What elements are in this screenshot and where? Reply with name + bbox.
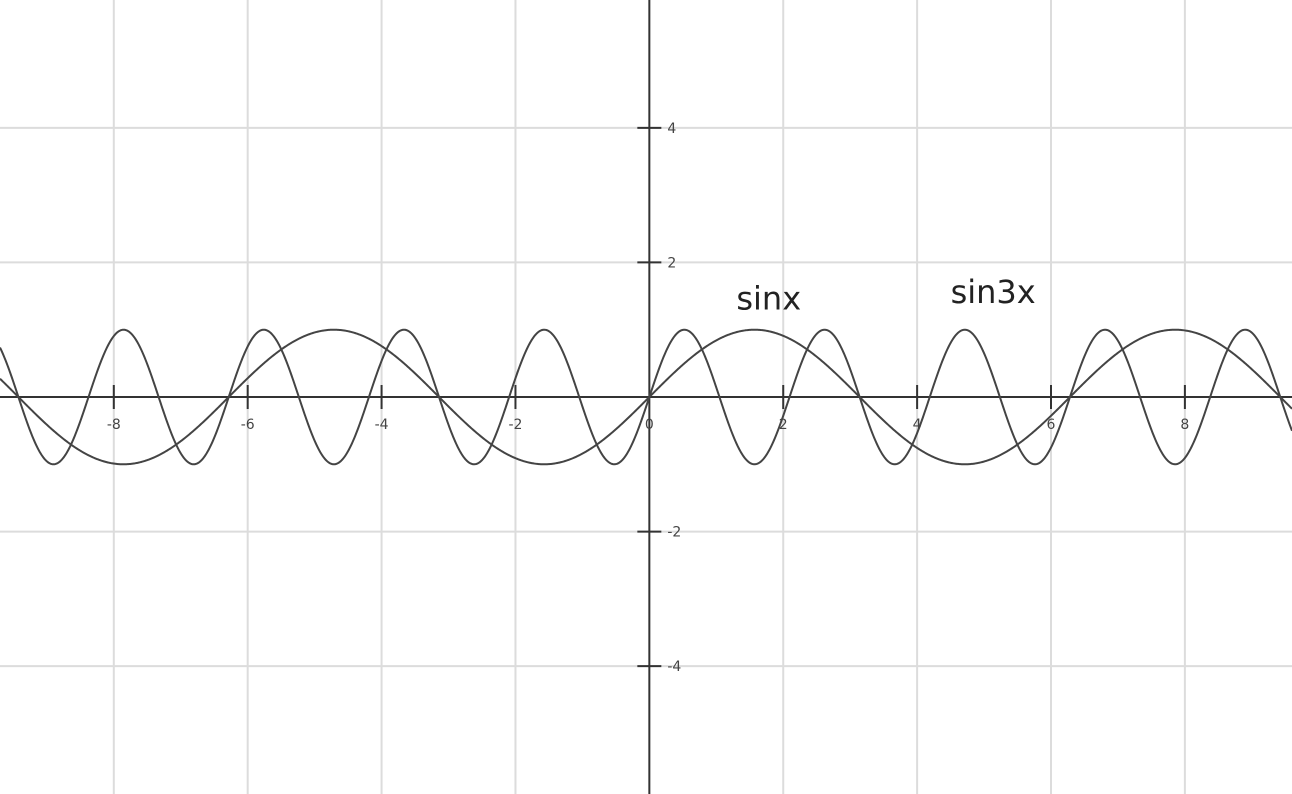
y-tick-label: 4 <box>667 121 676 137</box>
x-tick-label: 8 <box>1180 417 1189 433</box>
annotation-sin3x: sin3x <box>951 273 1036 311</box>
series-line-sinx <box>0 328 1292 466</box>
curves <box>0 328 1292 466</box>
annotation-sinx: sinx <box>736 280 801 318</box>
series-line-sin3x <box>0 328 1292 466</box>
x-tick-label: 6 <box>1047 417 1056 433</box>
x-tick-label: -2 <box>508 417 522 433</box>
y-tick-label: 2 <box>667 255 676 271</box>
x-tick-label: -4 <box>375 417 389 433</box>
x-tick-label: 2 <box>779 417 788 433</box>
ticks: -8 -6 -4 -2 0 2 4 6 8 4 2 -2 -4 <box>107 121 1190 675</box>
x-tick-label: -8 <box>107 417 121 433</box>
x-tick-label: 0 <box>645 417 654 433</box>
annotations: sinx sin3x <box>736 273 1035 318</box>
y-tick-label: -2 <box>667 525 681 541</box>
x-tick-label: 4 <box>913 417 922 433</box>
y-tick-label: -4 <box>667 659 681 675</box>
x-tick-label: -6 <box>241 417 255 433</box>
